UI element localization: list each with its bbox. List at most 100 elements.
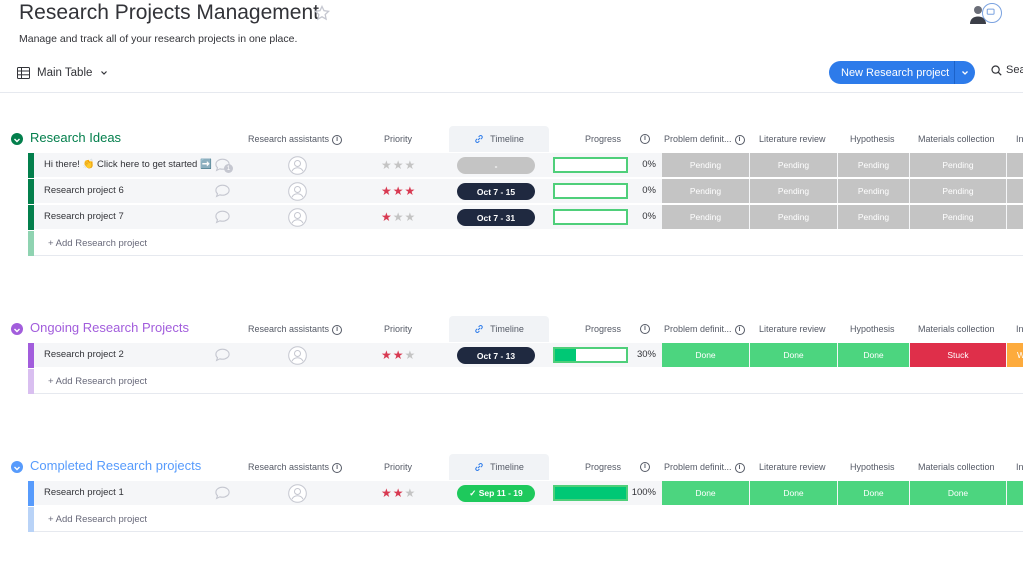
star-icon[interactable]: ★ <box>392 348 405 362</box>
status-cell[interactable]: Pending <box>750 179 837 203</box>
column-header-assistants[interactable]: Research assistants i <box>248 462 343 473</box>
star-icon[interactable]: ★ <box>381 210 393 224</box>
user-avatar-icon[interactable] <box>968 4 990 24</box>
info-icon[interactable]: i <box>332 324 343 335</box>
chat-icon[interactable] <box>214 210 231 224</box>
item-name[interactable]: Research project 1 <box>44 487 124 498</box>
status-cell[interactable]: Pending <box>662 205 749 229</box>
status-cell[interactable]: Done <box>750 481 837 505</box>
table-row[interactable]: Research project 1 ★★★ ✓ Sep 11 - 19 100% Do… <box>28 481 1023 506</box>
status-cell[interactable] <box>1007 481 1023 505</box>
column-header-literature[interactable]: Literature review <box>759 134 826 144</box>
column-header-literature[interactable]: Literature review <box>759 324 826 334</box>
column-header-assistants[interactable]: Research assistants i <box>248 324 343 335</box>
add-item-button[interactable]: + Add Research project <box>48 514 148 525</box>
info-icon[interactable]: i <box>332 134 343 145</box>
column-header-hypothesis[interactable]: Hypothesis <box>850 462 895 472</box>
column-header-timeline[interactable]: Timeline <box>449 126 549 152</box>
column-header-assistants[interactable]: Research assistants i <box>248 134 343 145</box>
add-item-button[interactable]: + Add Research project <box>48 376 148 387</box>
column-header-literature[interactable]: Literature review <box>759 462 826 472</box>
status-cell[interactable]: Done <box>838 343 909 367</box>
table-row[interactable]: Research project 2 ★★★ Oct 7 - 13 30% Done Do… <box>28 343 1023 368</box>
status-cell[interactable]: Pending <box>838 205 909 229</box>
add-item-row[interactable]: + Add Research project <box>28 231 1023 256</box>
status-cell[interactable]: Done <box>662 343 749 367</box>
timeline-pill[interactable]: ✓ Sep 11 - 19 <box>457 485 535 502</box>
status-cell[interactable]: Pending <box>838 153 909 177</box>
person-placeholder-icon[interactable] <box>288 156 307 175</box>
star-icon[interactable]: ★ <box>404 158 417 172</box>
person-placeholder-icon[interactable] <box>288 346 307 365</box>
item-name[interactable]: Research project 2 <box>44 349 124 360</box>
view-selector[interactable]: Main Table <box>17 63 109 83</box>
column-header-timeline[interactable]: Timeline <box>449 454 549 480</box>
star-icon[interactable]: ★ <box>381 348 393 362</box>
info-icon[interactable]: i <box>640 462 650 472</box>
column-header-materials[interactable]: Materials collection <box>918 134 995 144</box>
item-name[interactable]: Hi there! 👏 Click here to get started ➡️ <box>44 159 212 170</box>
item-name[interactable]: Research project 6 <box>44 185 124 196</box>
status-cell[interactable]: Pending <box>750 153 837 177</box>
add-item-button[interactable]: + Add Research project <box>48 238 148 249</box>
info-icon[interactable]: i <box>332 462 343 473</box>
chat-icon[interactable] <box>214 348 231 362</box>
star-icon[interactable]: ★ <box>392 158 405 172</box>
priority-rating[interactable]: ★★★ <box>381 158 416 172</box>
status-cell[interactable]: Pending <box>910 153 1006 177</box>
priority-rating[interactable]: ★★★ <box>381 210 416 224</box>
column-header-next[interactable]: In <box>1016 462 1023 472</box>
star-icon[interactable]: ★ <box>392 210 405 224</box>
person-placeholder-icon[interactable] <box>288 208 307 227</box>
info-icon[interactable]: i <box>734 324 745 335</box>
table-row[interactable]: Hi there! 👏 Click here to get started ➡️… <box>28 153 1023 178</box>
status-cell[interactable]: Done <box>910 481 1006 505</box>
person-placeholder-icon[interactable] <box>288 182 307 201</box>
status-cell[interactable]: Pending <box>662 153 749 177</box>
search-button[interactable]: Sea <box>991 64 1023 76</box>
group-title[interactable]: Research Ideas <box>30 130 122 145</box>
star-icon[interactable]: ★ <box>404 348 417 362</box>
person-placeholder-icon[interactable] <box>288 484 307 503</box>
status-cell[interactable]: Stuck <box>910 343 1006 367</box>
column-header-problem[interactable]: Problem definit... i <box>664 462 745 473</box>
priority-rating[interactable]: ★★★ <box>381 348 416 362</box>
column-header-materials[interactable]: Materials collection <box>918 324 995 334</box>
status-cell[interactable] <box>1007 153 1023 177</box>
column-header-next[interactable]: In <box>1016 134 1023 144</box>
star-icon[interactable]: ★ <box>381 158 393 172</box>
star-icon[interactable]: ★ <box>392 486 405 500</box>
status-cell[interactable]: Pending <box>750 205 837 229</box>
group-title[interactable]: Ongoing Research Projects <box>30 320 189 335</box>
status-cell[interactable] <box>1007 179 1023 203</box>
status-cell[interactable]: W <box>1007 343 1023 367</box>
status-cell[interactable] <box>1007 205 1023 229</box>
timeline-pill[interactable]: Oct 7 - 13 <box>457 347 535 364</box>
star-icon[interactable] <box>314 5 330 21</box>
new-item-button[interactable]: New Research project <box>829 61 975 84</box>
star-icon[interactable]: ★ <box>392 184 405 198</box>
collapse-toggle[interactable] <box>11 133 23 145</box>
collapse-toggle[interactable] <box>11 461 23 473</box>
chat-icon[interactable] <box>214 184 231 198</box>
info-icon[interactable]: i <box>734 462 745 473</box>
chat-icon[interactable] <box>214 158 231 172</box>
column-header-progress[interactable]: Progress <box>585 324 621 334</box>
column-header-progress[interactable]: Progress <box>585 134 621 144</box>
timeline-pill[interactable]: - <box>457 157 535 174</box>
table-row[interactable]: Research project 7 ★★★ Oct 7 - 31 0% Pending… <box>28 205 1023 230</box>
column-header-priority[interactable]: Priority <box>384 324 412 334</box>
status-cell[interactable]: Pending <box>910 205 1006 229</box>
column-header-priority[interactable]: Priority <box>384 462 412 472</box>
star-icon[interactable]: ★ <box>404 184 417 198</box>
status-cell[interactable]: Done <box>838 481 909 505</box>
status-cell[interactable]: Done <box>750 343 837 367</box>
status-cell[interactable]: Done <box>662 481 749 505</box>
new-item-dropdown[interactable] <box>955 68 975 78</box>
timeline-pill[interactable]: Oct 7 - 15 <box>457 183 535 200</box>
board-share-icon[interactable] <box>982 3 1002 23</box>
priority-rating[interactable]: ★★★ <box>381 184 416 198</box>
column-header-problem[interactable]: Problem definit... i <box>664 134 745 145</box>
column-header-next[interactable]: In <box>1016 324 1023 334</box>
table-row[interactable]: Research project 6 ★★★ Oct 7 - 15 0% Pending… <box>28 179 1023 204</box>
